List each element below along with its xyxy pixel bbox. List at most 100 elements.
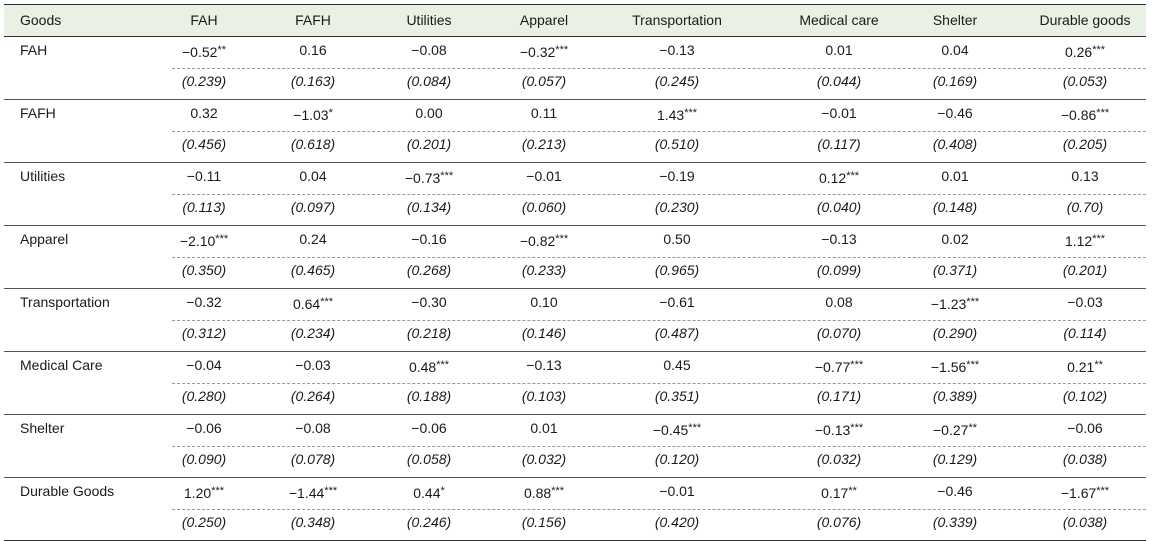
coefficient-cell: 0.01 bbox=[941, 167, 968, 185]
standard-error-cell: (0.078) bbox=[290, 451, 336, 467]
row-label: Medical Care bbox=[20, 357, 103, 373]
column-header-apparel: Apparel bbox=[519, 12, 569, 28]
significance-stars: *** bbox=[846, 170, 860, 182]
significance-stars: *** bbox=[688, 422, 702, 434]
table-row-apparel: Apparel −2.10*** 0.24 −0.16 −0.82*** 0.50 −0.1… bbox=[4, 226, 1146, 289]
row-label: Apparel bbox=[20, 231, 69, 247]
coefficient-value: −0.01 bbox=[659, 483, 695, 499]
standard-error-cell: (0.218) bbox=[406, 325, 452, 341]
coefficient-cell: −0.03 bbox=[295, 356, 330, 374]
coefficient-value: −0.77 bbox=[814, 359, 851, 375]
significance-stars: *** bbox=[440, 170, 454, 182]
standard-error-cell: (0.134) bbox=[406, 199, 452, 215]
coefficient-value: −0.03 bbox=[1067, 294, 1103, 310]
standard-error-cell: (0.348) bbox=[290, 514, 336, 530]
column-header-transportation: Transportation bbox=[632, 12, 722, 28]
coefficient-value: −0.03 bbox=[295, 357, 331, 373]
coefficient-cell: −0.04 bbox=[186, 356, 221, 374]
coefficient-cell: −1.67*** bbox=[1061, 482, 1109, 502]
standard-error-cell: (0.246) bbox=[406, 514, 452, 530]
standard-error-cell: (0.044) bbox=[816, 73, 862, 89]
coefficient-cell: −0.46 bbox=[937, 104, 972, 122]
standard-error-cell: (0.156) bbox=[521, 514, 567, 530]
standard-error-cell: (0.188) bbox=[406, 388, 452, 404]
coefficient-value: −0.01 bbox=[821, 105, 857, 121]
coefficient-cell: 0.02 bbox=[941, 230, 968, 248]
standard-error-cell: (0.146) bbox=[521, 325, 567, 341]
standard-error-cell: (0.103) bbox=[521, 388, 567, 404]
standard-error-cell: (0.058) bbox=[406, 451, 452, 467]
coefficient-cell: −1.44*** bbox=[289, 482, 337, 502]
standard-error-cell: (0.408) bbox=[932, 136, 978, 152]
column-header-durable-goods: Durable goods bbox=[1039, 12, 1131, 28]
column-header-fah: FAH bbox=[190, 12, 218, 28]
coefficient-cell: −0.08 bbox=[295, 419, 330, 437]
coefficient-value: −0.16 bbox=[411, 231, 447, 247]
coefficient-cell: 0.21** bbox=[1067, 356, 1103, 376]
coefficient-cell: −0.11 bbox=[187, 167, 221, 185]
row-separator bbox=[172, 131, 1146, 132]
coefficient-cell: 0.01 bbox=[530, 419, 557, 437]
significance-stars: *** bbox=[1092, 233, 1106, 245]
coefficient-value: 0.45 bbox=[663, 357, 691, 373]
coefficient-cell: −1.03* bbox=[293, 104, 333, 124]
significance-stars: *** bbox=[1092, 44, 1106, 56]
standard-error-cell: (0.371) bbox=[932, 262, 978, 278]
row-label: Shelter bbox=[20, 420, 65, 436]
coefficient-value: 0.88 bbox=[523, 485, 552, 501]
coefficient-value: −0.27 bbox=[933, 422, 969, 438]
row-separator bbox=[172, 257, 1146, 258]
coefficient-value: −0.82 bbox=[519, 233, 556, 249]
coefficient-cell: 0.08 bbox=[825, 293, 852, 311]
significance-stars: ** bbox=[217, 44, 226, 56]
standard-error-cell: (0.389) bbox=[932, 388, 978, 404]
standard-error-cell: (0.280) bbox=[181, 388, 227, 404]
coefficient-value: 0.17 bbox=[821, 485, 849, 501]
standard-error-cell: (0.053) bbox=[1062, 73, 1108, 89]
coefficient-value: −0.73 bbox=[404, 170, 441, 186]
coefficient-cell: 1.43*** bbox=[657, 104, 697, 124]
coefficient-value: −0.04 bbox=[186, 357, 222, 373]
coefficient-cell: −0.06 bbox=[1067, 419, 1102, 437]
column-header-utilities: Utilities bbox=[406, 12, 452, 28]
coefficient-value: −0.08 bbox=[295, 420, 331, 436]
coefficient-value: 0.01 bbox=[941, 168, 969, 184]
coefficient-value: −0.13 bbox=[814, 422, 851, 438]
coefficient-cell: 0.01 bbox=[825, 41, 852, 59]
column-header-goods: Goods bbox=[20, 12, 62, 28]
coefficient-value: −1.03 bbox=[293, 107, 329, 123]
coefficient-cell: 0.44* bbox=[413, 482, 445, 502]
coefficient-value: −0.19 bbox=[659, 168, 695, 184]
standard-error-cell: (0.038) bbox=[1062, 451, 1108, 467]
coefficient-cell: 0.45 bbox=[663, 356, 690, 374]
significance-stars: *** bbox=[555, 233, 569, 245]
standard-error-cell: (0.205) bbox=[1062, 136, 1108, 152]
coefficient-value: −0.11 bbox=[186, 168, 222, 184]
standard-error-cell: (0.312) bbox=[181, 325, 227, 341]
coefficient-cell: −0.32 bbox=[186, 293, 221, 311]
coefficient-cell: −0.52** bbox=[182, 41, 226, 61]
row-label: Transportation bbox=[20, 294, 110, 310]
standard-error-cell: (0.618) bbox=[290, 136, 336, 152]
significance-stars: * bbox=[440, 485, 445, 497]
coefficient-value: −0.32 bbox=[186, 294, 222, 310]
table-row-medical-care: Medical Care −0.04 −0.03 0.48*** −0.13 0.45 −0… bbox=[4, 352, 1146, 415]
standard-error-cell: (0.032) bbox=[816, 451, 862, 467]
row-label: FAH bbox=[20, 42, 48, 58]
coefficient-value: −2.10 bbox=[179, 233, 216, 249]
coefficient-cell: −0.13 bbox=[526, 356, 561, 374]
standard-error-cell: (0.163) bbox=[290, 73, 336, 89]
significance-stars: * bbox=[328, 107, 333, 119]
coefficient-value: −0.32 bbox=[519, 44, 556, 60]
standard-error-cell: (0.201) bbox=[1062, 262, 1108, 278]
significance-stars: ** bbox=[1094, 359, 1103, 371]
standard-error-cell: (0.213) bbox=[521, 136, 567, 152]
standard-error-cell: (0.129) bbox=[932, 451, 978, 467]
coefficient-value: 0.11 bbox=[530, 105, 558, 121]
coefficient-cell: 0.11 bbox=[531, 104, 557, 122]
coefficient-value: −0.46 bbox=[937, 105, 973, 121]
coefficient-value: −0.45 bbox=[652, 422, 689, 438]
standard-error-cell: (0.510) bbox=[654, 136, 700, 152]
standard-error-cell: (0.113) bbox=[182, 199, 226, 215]
table-row-shelter: Shelter −0.06 −0.08 −0.06 0.01 −0.45*** −0.13*… bbox=[4, 415, 1146, 478]
